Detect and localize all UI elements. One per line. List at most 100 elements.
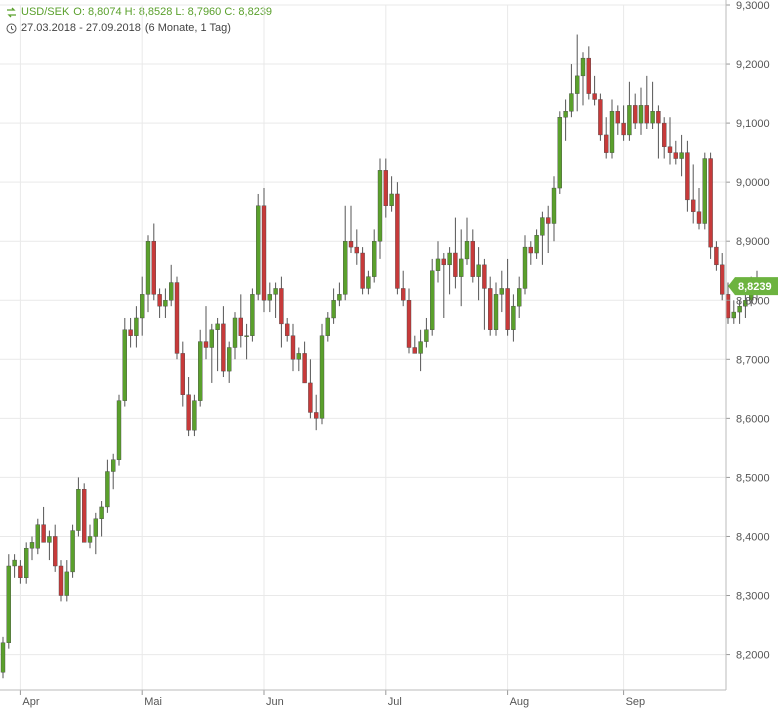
candle-body-up bbox=[64, 571, 70, 596]
candle bbox=[232, 312, 238, 360]
candle bbox=[650, 81, 655, 130]
candle bbox=[720, 253, 725, 301]
candle-body-down bbox=[314, 412, 319, 419]
y-tick-label: 8,8000 bbox=[736, 295, 770, 307]
candle bbox=[505, 258, 510, 336]
candle bbox=[314, 394, 319, 431]
candle bbox=[122, 317, 128, 407]
x-tick-label: Aug bbox=[510, 696, 530, 708]
chart-header: USD/SEK O: 8,8074 H: 8,8528 L: 8,7960 C:… bbox=[6, 4, 272, 36]
candle-body-up bbox=[493, 294, 499, 330]
candle bbox=[6, 554, 12, 649]
candle bbox=[12, 554, 17, 578]
candle bbox=[534, 229, 539, 259]
candle bbox=[18, 560, 23, 584]
candle-body-up bbox=[76, 489, 81, 531]
candle bbox=[679, 134, 684, 177]
candle bbox=[395, 182, 400, 295]
candle bbox=[447, 247, 452, 295]
candle-body-up bbox=[116, 400, 122, 460]
candle bbox=[110, 453, 116, 490]
candle bbox=[586, 46, 591, 100]
y-tick-label: 9,0000 bbox=[736, 177, 770, 189]
candle bbox=[93, 512, 99, 555]
candle-body-down bbox=[186, 394, 191, 431]
x-tick-label: Apr bbox=[22, 696, 39, 708]
candle bbox=[476, 247, 481, 301]
candle bbox=[174, 276, 180, 360]
candle-body-up bbox=[47, 536, 52, 543]
candle-body-down bbox=[470, 241, 475, 277]
x-tick-label: Sep bbox=[626, 696, 646, 708]
candle bbox=[273, 282, 278, 318]
candle-body-up bbox=[110, 459, 116, 472]
y-tick-label: 8,7000 bbox=[736, 354, 770, 366]
candle bbox=[186, 377, 191, 437]
candle bbox=[627, 81, 632, 141]
candle bbox=[168, 264, 174, 307]
candle bbox=[81, 483, 87, 543]
candle bbox=[35, 518, 40, 555]
y-tick-label: 9,3000 bbox=[736, 0, 770, 12]
candle-body-down bbox=[58, 565, 64, 596]
candle-body-up bbox=[192, 400, 197, 431]
candle-body-up bbox=[244, 335, 249, 337]
candle-body-down bbox=[691, 199, 696, 212]
candle-body-down bbox=[53, 536, 58, 567]
candle-body-down bbox=[412, 347, 417, 354]
candle bbox=[691, 164, 696, 224]
candle bbox=[604, 117, 609, 159]
candle-body-up bbox=[331, 300, 336, 319]
candle bbox=[424, 317, 429, 348]
candle-body-down bbox=[180, 353, 186, 395]
candle-body-up bbox=[122, 329, 128, 401]
candle bbox=[580, 52, 586, 106]
candle bbox=[151, 223, 157, 301]
candle-body-down bbox=[151, 241, 157, 295]
candle-body-down bbox=[360, 252, 365, 289]
candle bbox=[673, 140, 678, 165]
candle bbox=[325, 312, 330, 342]
candle bbox=[714, 241, 719, 271]
candle bbox=[221, 306, 226, 378]
clock-icon bbox=[6, 23, 17, 33]
symbol-label[interactable]: USD/SEK bbox=[21, 6, 70, 18]
candle bbox=[76, 477, 81, 537]
candle-body-up bbox=[366, 276, 371, 289]
candle bbox=[609, 99, 615, 159]
candle bbox=[0, 636, 6, 679]
y-tick-label: 8,2000 bbox=[736, 650, 770, 662]
candle bbox=[621, 105, 626, 141]
y-tick-label: 8,9000 bbox=[736, 236, 770, 248]
candle-body-up bbox=[679, 152, 684, 159]
candle bbox=[302, 341, 307, 384]
candle-body-up bbox=[267, 294, 272, 301]
candle-body-up bbox=[430, 270, 435, 330]
candle-body-up bbox=[163, 300, 168, 307]
candle bbox=[99, 501, 104, 537]
candle-body-up bbox=[557, 116, 562, 189]
candle bbox=[401, 270, 406, 307]
candle-body-up bbox=[702, 158, 707, 224]
candle-body-up bbox=[12, 559, 17, 567]
candle-body-down bbox=[285, 323, 290, 336]
candle-body-up bbox=[627, 105, 632, 136]
candle bbox=[470, 229, 475, 283]
candle bbox=[667, 117, 673, 165]
candle bbox=[256, 193, 261, 301]
candle bbox=[215, 317, 220, 372]
candle-body-down bbox=[157, 294, 162, 307]
candle-body-down bbox=[383, 170, 388, 206]
candle-body-down bbox=[488, 288, 493, 330]
candle bbox=[296, 347, 301, 372]
candle bbox=[412, 335, 417, 354]
candle-body-up bbox=[139, 294, 145, 319]
candle-body-up bbox=[70, 530, 75, 573]
candle bbox=[250, 288, 255, 342]
candle bbox=[163, 288, 168, 318]
candle bbox=[128, 317, 133, 348]
candle-body-up bbox=[650, 111, 655, 124]
candle bbox=[209, 323, 215, 383]
x-tick-label: Jun bbox=[266, 696, 284, 708]
